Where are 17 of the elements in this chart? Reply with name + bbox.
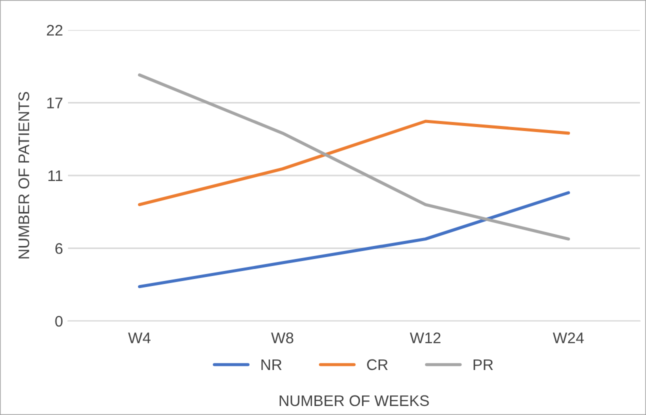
- x-tick-label: W24: [552, 332, 584, 344]
- y-tick-label: 6: [55, 243, 62, 254]
- x-axis-title: NUMBER OF WEEKS: [280, 395, 429, 406]
- x-tick-label: W4: [128, 332, 151, 344]
- y-axis-title: NUMBER OF PATIENTS: [18, 92, 30, 258]
- x-tick-label: W8: [271, 332, 294, 344]
- legend-label: PR: [474, 359, 493, 370]
- legend-label: CR: [367, 359, 388, 370]
- y-tick-label: 11: [48, 170, 62, 182]
- y-tick-label: 0: [55, 316, 63, 327]
- line-series: [138, 191, 570, 288]
- legend-label: NR: [261, 359, 282, 370]
- line-series: [138, 120, 570, 206]
- x-tick-label: W12: [410, 332, 440, 344]
- y-tick-label: 17: [47, 98, 62, 108]
- line-series: [138, 73, 570, 241]
- y-tick-label: 22: [46, 24, 62, 36]
